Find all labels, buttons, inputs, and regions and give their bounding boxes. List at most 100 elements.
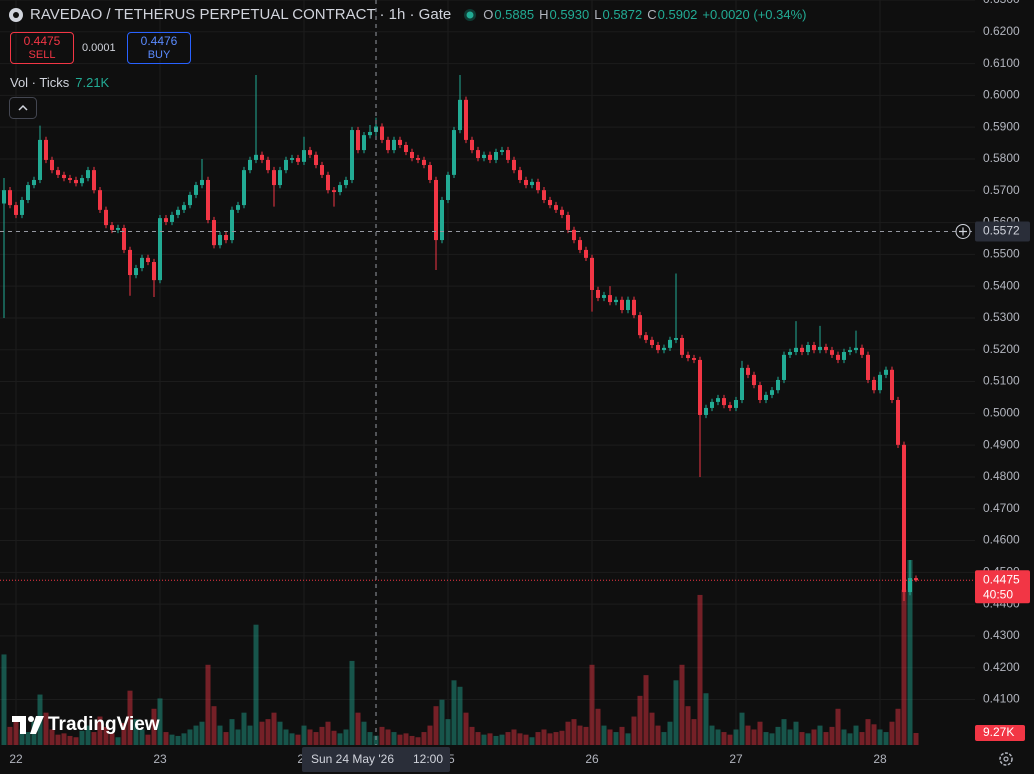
symbol-icon-dot	[13, 11, 19, 18]
gear-hub[interactable]	[1003, 756, 1009, 762]
volume-bar	[835, 708, 841, 745]
candle-body	[758, 385, 762, 401]
buy-price[interactable]: 0.4476	[140, 34, 178, 48]
candle-body	[818, 346, 822, 351]
status-dot	[466, 11, 474, 18]
candle-body	[254, 154, 258, 160]
ohlc-key: O	[483, 7, 494, 22]
volume-bar	[373, 735, 379, 745]
candle-body	[692, 358, 696, 360]
candle-body	[302, 150, 306, 162]
volume-bar	[19, 729, 25, 745]
candle-body	[500, 150, 504, 152]
sell-price[interactable]: 0.4475	[23, 34, 61, 48]
candle-body	[278, 170, 282, 186]
volume-bar	[691, 719, 697, 745]
volume-bar	[337, 733, 343, 745]
volume-bar	[277, 721, 283, 745]
collapse-button[interactable]	[9, 97, 37, 119]
candle-body	[866, 354, 870, 380]
candle-body	[614, 299, 618, 303]
last-volume-box	[975, 725, 1025, 742]
volume-bar	[799, 732, 805, 745]
candle-body	[554, 205, 558, 210]
volume-bar	[445, 719, 451, 745]
buy-label[interactable]: BUY	[147, 49, 171, 61]
volume-bar	[469, 726, 475, 745]
candle-body	[896, 400, 900, 445]
symbol-title[interactable]: RAVEDAO / TETHERUS PERPETUAL CONTRACT · …	[30, 6, 452, 23]
candle-body	[188, 194, 192, 206]
volume-bar	[145, 734, 151, 745]
volume-bar	[781, 719, 787, 745]
volume-bar	[403, 733, 409, 745]
volume-bar	[301, 725, 307, 745]
volume-bar	[331, 730, 337, 745]
volume-bar	[565, 721, 571, 745]
candle-body	[506, 150, 510, 160]
logo-mark	[12, 716, 26, 734]
volume-bar	[283, 729, 289, 745]
candle-body	[428, 165, 432, 180]
candle-body	[566, 214, 570, 230]
volume-bar	[259, 721, 265, 745]
candle-body	[812, 344, 816, 351]
y-tick-label: 0.4200	[983, 660, 1020, 674]
volume-title[interactable]: Vol · Ticks	[10, 75, 70, 90]
collapse-chevron[interactable]	[18, 104, 28, 111]
candle-body	[296, 158, 300, 162]
volume-bar	[25, 732, 31, 745]
gear[interactable]	[999, 752, 1013, 766]
candle-body	[134, 268, 138, 276]
candle-body	[764, 394, 768, 401]
volume-value: 7.21K	[75, 75, 110, 90]
sell-button[interactable]: 0.4475 SELL	[10, 32, 74, 64]
candle-body	[218, 234, 222, 246]
collapse-box[interactable]	[9, 97, 37, 119]
x-tick-label: 23	[153, 752, 167, 766]
candle-body	[650, 339, 654, 345]
crosshair-time: 12:00	[413, 752, 443, 766]
candle-body	[386, 139, 390, 151]
volume-bar	[907, 560, 913, 745]
candle-body	[44, 139, 48, 160]
candle-body	[446, 174, 450, 201]
candle-body	[326, 174, 330, 191]
volume-bar	[745, 725, 751, 745]
crosshair-add-plus[interactable]	[959, 227, 967, 236]
sell-label[interactable]: SELL	[28, 49, 56, 61]
candle-body	[392, 139, 396, 151]
logo-mark	[28, 716, 34, 722]
y-tick-label: 0.6100	[983, 56, 1020, 70]
volume-bar	[523, 734, 529, 745]
volume-bar	[91, 732, 97, 745]
volume-bar	[157, 698, 163, 745]
candle-body	[122, 227, 126, 250]
volume-bar	[805, 733, 811, 745]
volume-bar	[307, 729, 313, 745]
volume-bar	[577, 725, 583, 745]
volume-bar	[913, 733, 919, 745]
volume-bar	[697, 594, 703, 745]
y-tick-label: 0.4700	[983, 501, 1020, 515]
volume-bar	[319, 726, 325, 745]
candle-body	[38, 139, 42, 180]
last-price: 0.4475	[983, 572, 1020, 586]
candle-body	[794, 347, 798, 352]
settings-icon[interactable]	[999, 752, 1013, 766]
candle-body	[368, 131, 372, 136]
volume-bar	[829, 726, 835, 745]
volume-bar	[13, 719, 19, 745]
volume-bar	[601, 725, 607, 745]
volume-bar	[643, 675, 649, 745]
buy-button[interactable]: 0.4476 BUY	[127, 32, 191, 64]
candle-body	[116, 227, 120, 230]
volume-bar	[637, 695, 643, 745]
y-tick-label: 0.5700	[983, 183, 1020, 197]
candle-body	[2, 190, 6, 204]
volume-bar	[739, 712, 745, 745]
candle-body	[98, 190, 102, 210]
candle-body	[854, 347, 858, 351]
